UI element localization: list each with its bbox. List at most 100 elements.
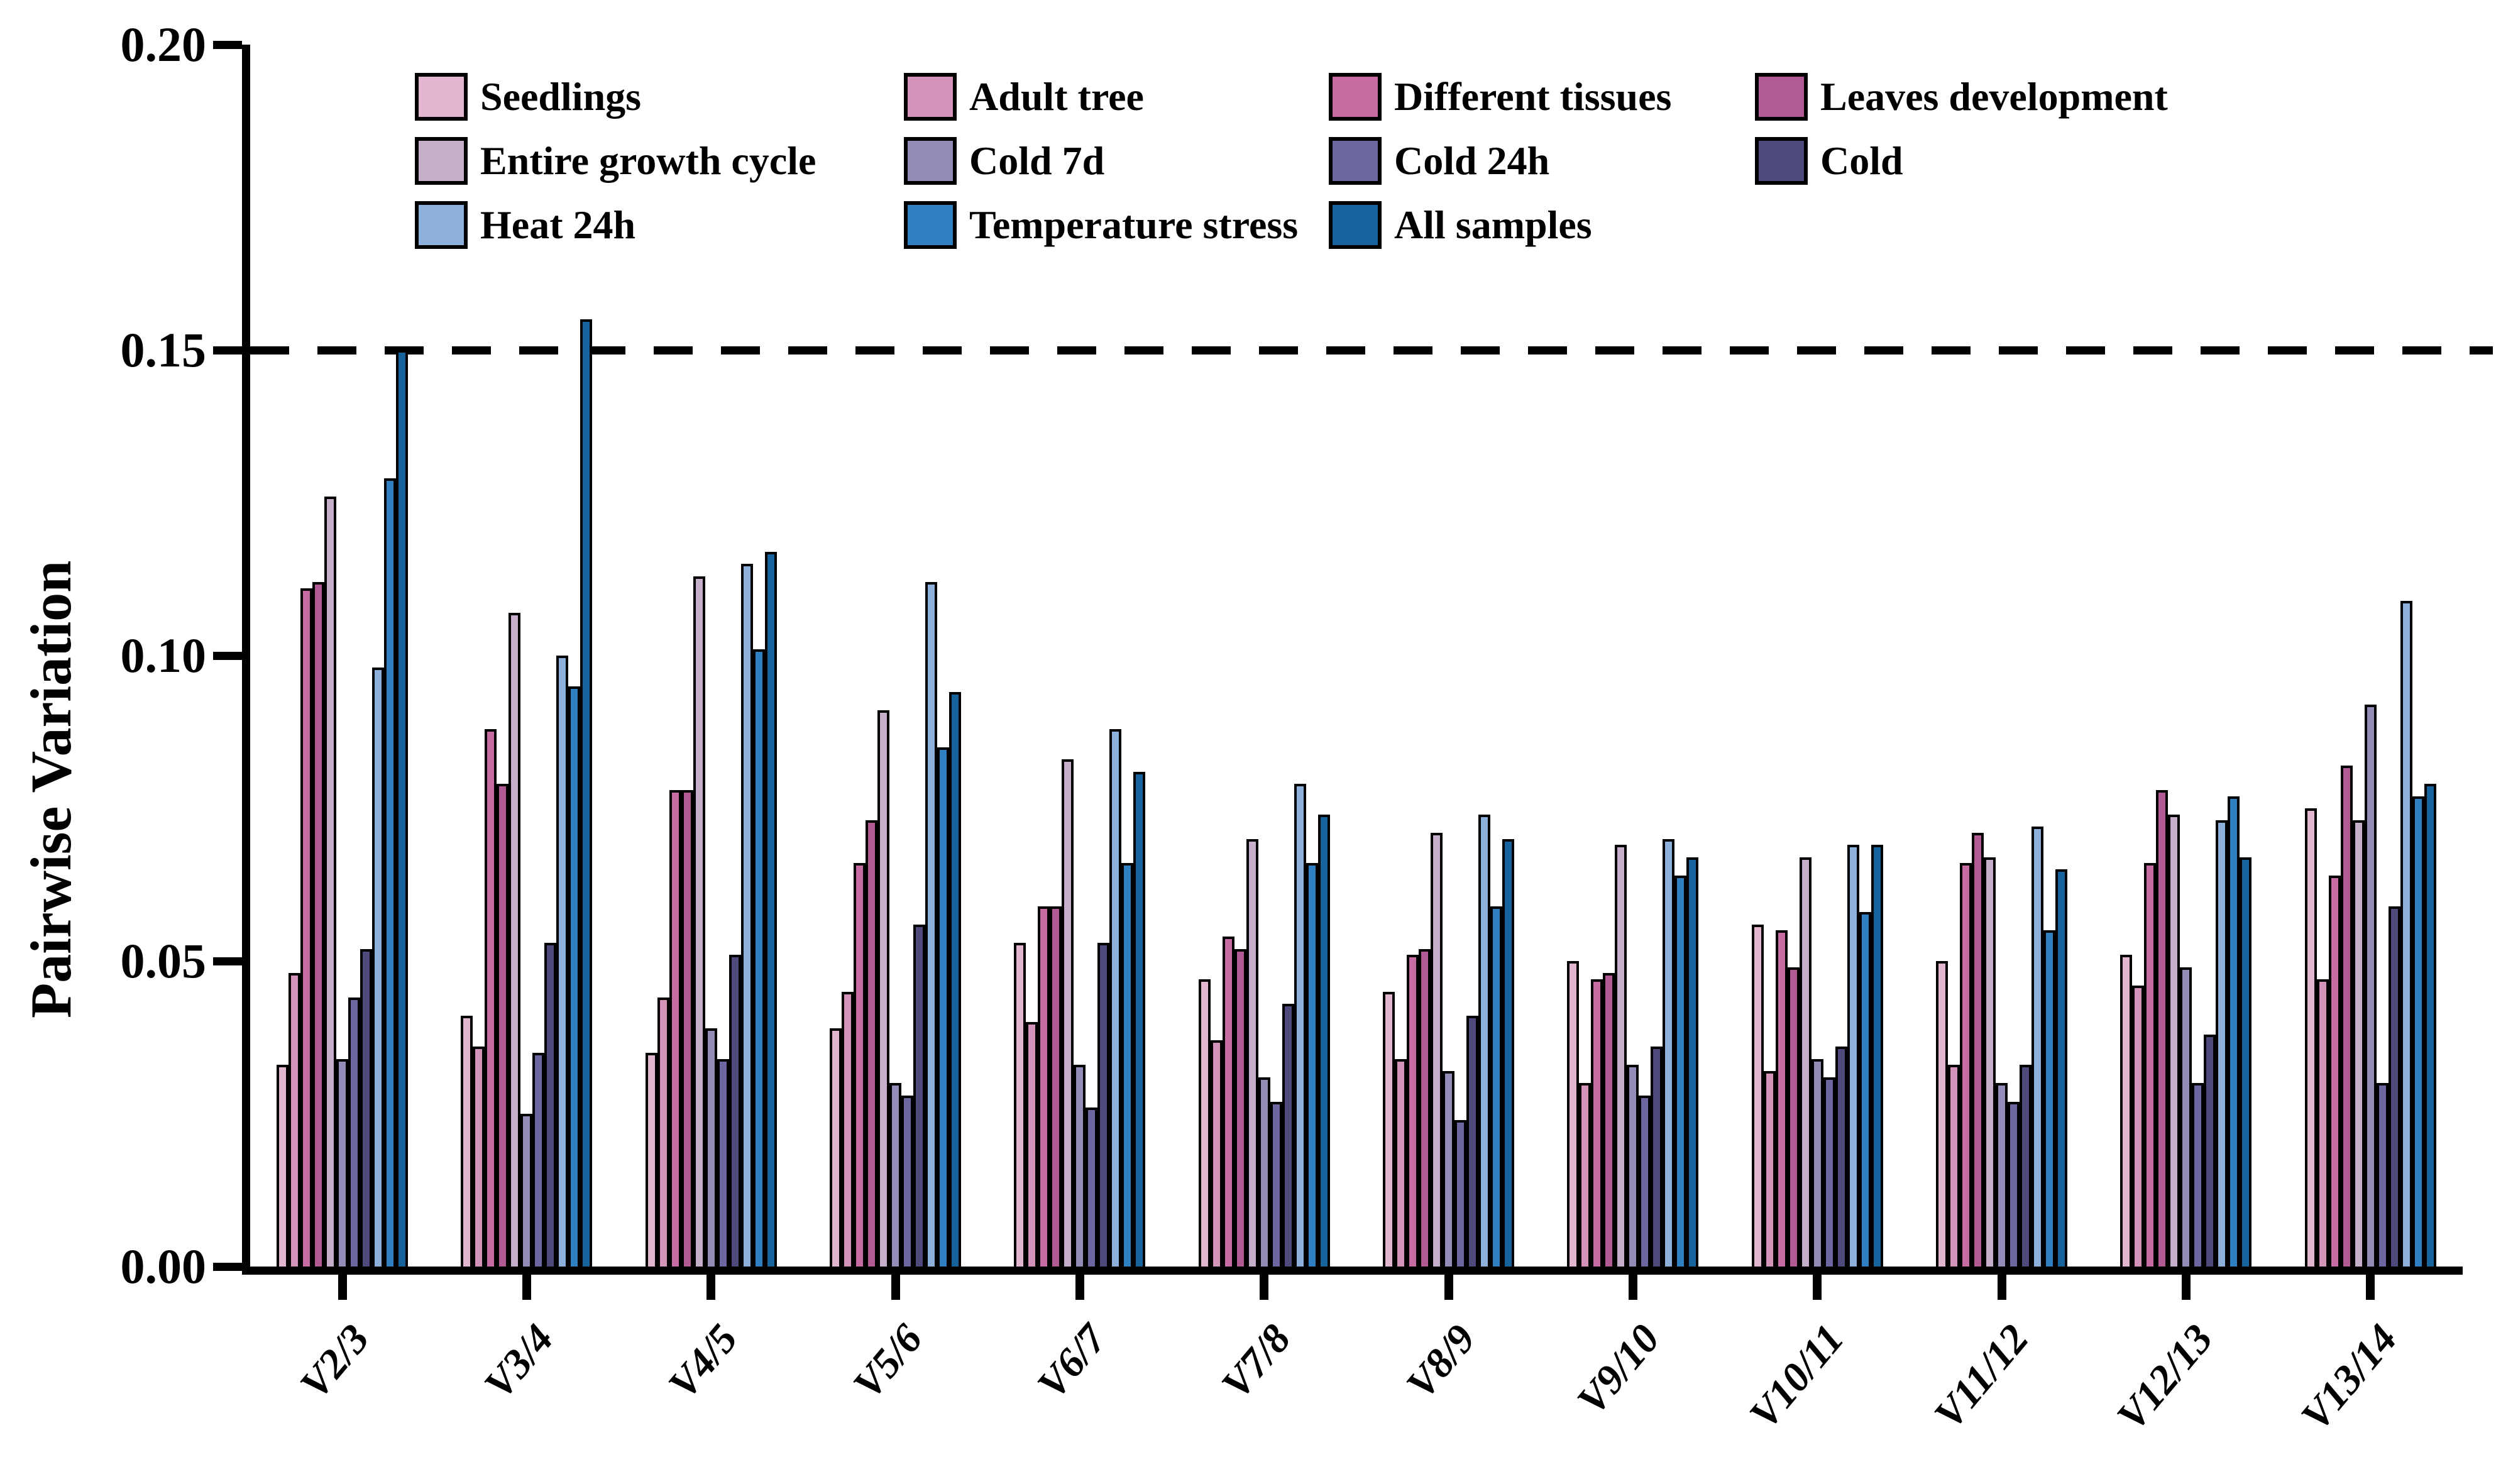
legend-label: Temperature stress: [969, 202, 1299, 247]
bar: [1407, 955, 1419, 1267]
bar: [1775, 930, 1788, 1267]
bar: [2316, 979, 2329, 1267]
bar: [2031, 827, 2044, 1267]
bar: [854, 863, 866, 1267]
legend-label: Heat 24h: [480, 202, 636, 247]
legend-swatch: [415, 73, 468, 121]
bar: [1960, 863, 1972, 1267]
x-axis-tick: [706, 1275, 716, 1300]
bar: [1823, 1077, 1835, 1267]
y-axis-tick: [213, 1262, 242, 1271]
legend-swatch: [1329, 137, 1382, 185]
bar: [1663, 838, 1675, 1267]
bar: [1615, 845, 1627, 1267]
legend-swatch: [415, 201, 468, 249]
legend-label: Seedlings: [480, 74, 642, 119]
x-axis-tick: [1260, 1275, 1269, 1300]
bar: [1317, 814, 1330, 1267]
bar: [1026, 1022, 1038, 1267]
bar: [544, 942, 557, 1267]
bar: [520, 1114, 533, 1267]
x-axis-tick: [1444, 1275, 1453, 1300]
legend-label: Cold 24h: [1394, 138, 1550, 183]
bar: [2020, 1065, 2032, 1267]
bar: [2216, 820, 2228, 1267]
bar: [1674, 875, 1687, 1267]
bar: [1466, 1016, 1479, 1267]
bar: [1038, 906, 1050, 1267]
bar: [2204, 1034, 2216, 1267]
group-bars: [803, 45, 987, 1267]
x-tick-label: V3/4: [475, 1316, 563, 1407]
bar: [752, 649, 765, 1267]
bar: [2055, 869, 2068, 1267]
legend-swatch: [1755, 73, 1808, 121]
bar-group-V8-9: V8/9: [1356, 45, 1541, 1407]
y-axis-tick: [213, 651, 242, 660]
bar: [925, 582, 938, 1267]
bar: [2388, 906, 2400, 1267]
bar: [901, 1095, 914, 1267]
bar: [289, 973, 301, 1267]
bar: [2228, 796, 2240, 1267]
bar-group-V2-3: V2/3: [250, 45, 434, 1407]
group-bars: [1541, 45, 1725, 1267]
bar: [830, 1028, 842, 1267]
y-tick-label: 0.20: [120, 17, 207, 72]
bar: [1270, 1101, 1282, 1267]
bar: [949, 692, 962, 1267]
bar: [1294, 784, 1306, 1267]
bar: [2168, 814, 2180, 1267]
x-tick-label: V7/8: [1212, 1316, 1300, 1407]
bar-group-V11-12: V11/12: [1910, 45, 2094, 1437]
bar-group-V5-6: V5/6: [803, 45, 987, 1407]
bar: [1567, 961, 1580, 1267]
bar: [2304, 808, 2317, 1267]
x-tick-label: V10/11: [1740, 1316, 1853, 1437]
bar: [1395, 1058, 1407, 1267]
y-tick-label: 0.10: [120, 628, 207, 683]
bar: [1097, 942, 1110, 1267]
bar: [2328, 875, 2341, 1267]
bar: [509, 612, 521, 1267]
y-tick-label: 0.15: [120, 322, 207, 377]
x-axis-tick: [891, 1275, 900, 1300]
group-bars: [987, 45, 1172, 1267]
bar: [384, 478, 397, 1267]
bar: [1811, 1058, 1823, 1267]
legend-swatch: [904, 137, 957, 185]
y-tick-label: 0.05: [120, 933, 207, 988]
bar: [1763, 1070, 1776, 1267]
x-tick-label: V5/6: [844, 1316, 932, 1407]
bar: [2340, 765, 2353, 1267]
bar: [889, 1083, 902, 1267]
bar: [312, 582, 325, 1267]
bar: [2120, 955, 2133, 1267]
bar: [324, 497, 337, 1267]
legend: Seedlings Adult tree Different tissues Leav…: [415, 73, 2168, 249]
bar: [1443, 1070, 1455, 1267]
bar: [556, 656, 569, 1267]
group-bars: [250, 45, 434, 1267]
bar: [657, 998, 669, 1267]
y-axis-tick: [213, 346, 242, 355]
bar: [1210, 1040, 1223, 1267]
bar: [532, 1052, 545, 1267]
bar: [705, 1028, 717, 1267]
bar: [1639, 1095, 1651, 1267]
bar: [2412, 796, 2424, 1267]
bar: [473, 1047, 485, 1267]
bar: [877, 710, 890, 1267]
x-tick-label: V11/12: [1925, 1316, 2038, 1437]
x-tick-label: V12/13: [2108, 1316, 2222, 1439]
bar: [842, 991, 854, 1267]
bar: [485, 728, 497, 1267]
bar: [1014, 942, 1026, 1267]
bar: [396, 350, 409, 1267]
bar: [1996, 1083, 2008, 1267]
x-axis-tick: [1997, 1275, 2006, 1300]
bar: [681, 789, 693, 1267]
bar: [1198, 979, 1211, 1267]
legend-label: Entire growth cycle: [480, 138, 816, 183]
